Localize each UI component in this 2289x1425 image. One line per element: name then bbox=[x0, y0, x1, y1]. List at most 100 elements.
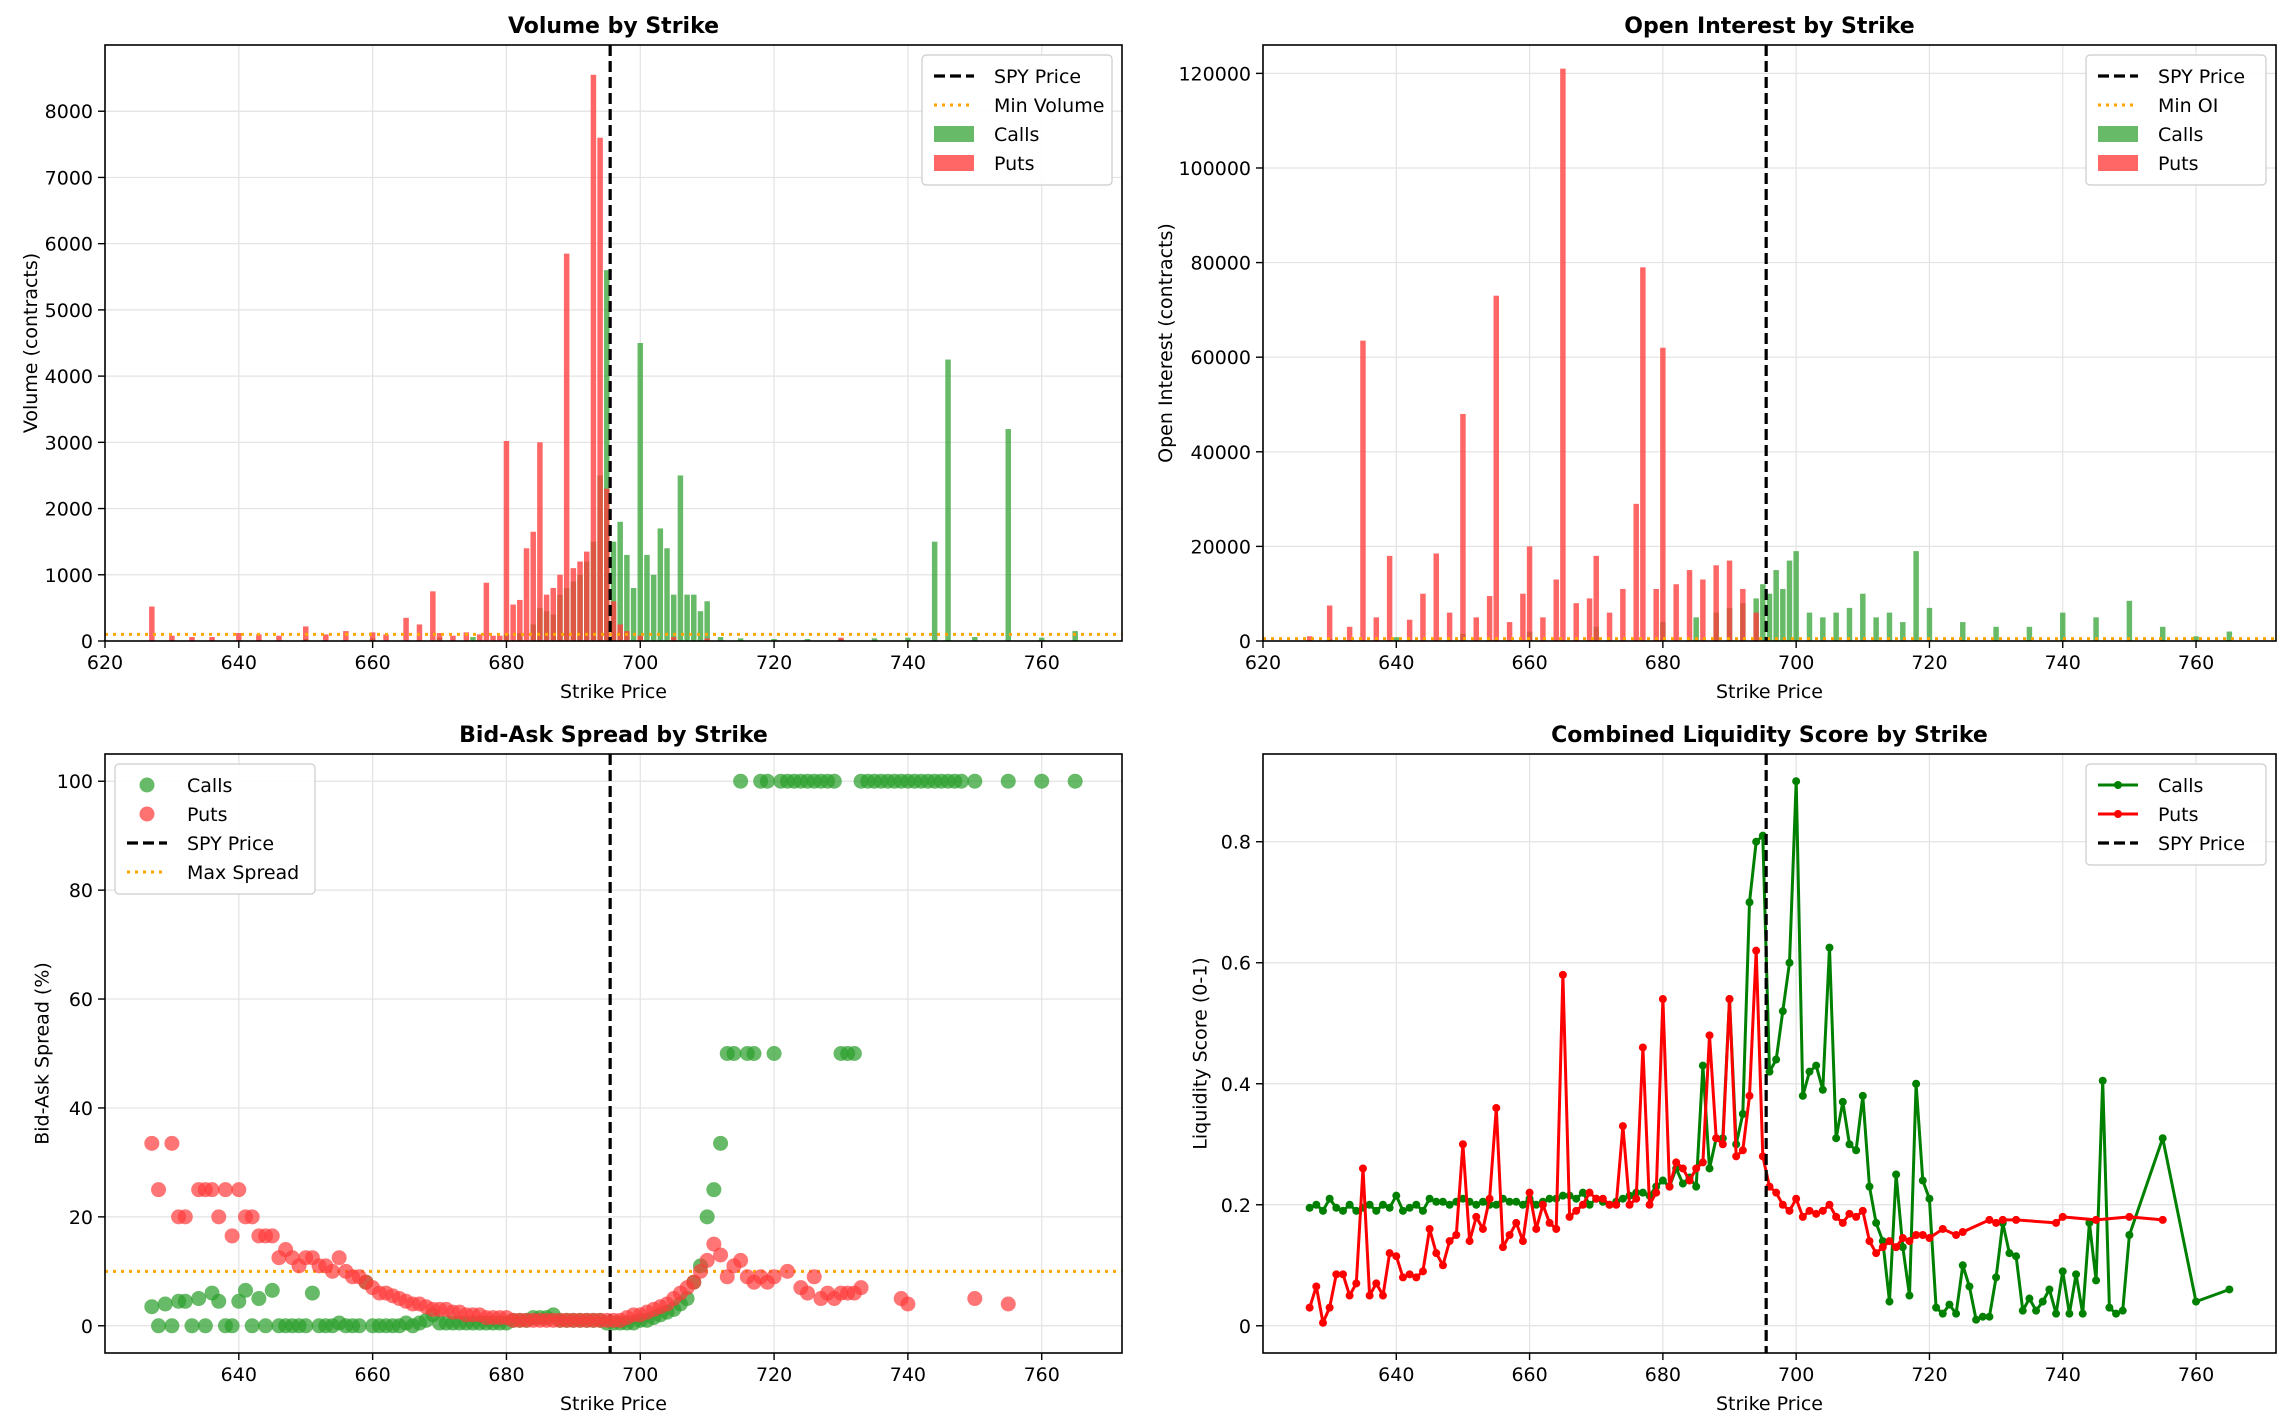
point-calls bbox=[2092, 1276, 2101, 1285]
point-puts bbox=[1578, 1200, 1587, 1209]
point-puts bbox=[1318, 1318, 1327, 1327]
y-tick-label: 4000 bbox=[45, 366, 93, 388]
point-calls bbox=[1658, 1176, 1667, 1185]
bar-puts bbox=[149, 606, 155, 641]
bar-puts bbox=[543, 594, 550, 641]
bar-calls bbox=[1693, 617, 1699, 641]
point-puts bbox=[1818, 1206, 1827, 1215]
data-layer bbox=[105, 45, 1122, 641]
point-puts bbox=[2012, 1215, 2021, 1224]
y-tick-label: 80 bbox=[69, 880, 93, 902]
point-puts bbox=[1325, 1303, 1334, 1312]
legend-label: Puts bbox=[994, 153, 1035, 175]
bar-puts bbox=[1620, 588, 1626, 641]
point-calls bbox=[1325, 1194, 1334, 1203]
bar-puts bbox=[1386, 555, 1393, 641]
point-calls bbox=[211, 1293, 227, 1309]
bar-puts bbox=[1593, 555, 1599, 641]
point-puts bbox=[1492, 1103, 1501, 1112]
point-calls bbox=[713, 1135, 729, 1151]
legend-item: Max Spread bbox=[127, 862, 299, 884]
point-puts bbox=[1958, 1227, 1967, 1236]
bar-puts bbox=[463, 632, 470, 641]
y-tick-label: 80000 bbox=[1191, 253, 1251, 275]
x-tick-label: 680 bbox=[488, 1364, 524, 1386]
point-calls bbox=[1785, 958, 1794, 967]
point-puts bbox=[1538, 1200, 1547, 1209]
bar-puts bbox=[236, 633, 242, 641]
point-puts bbox=[1372, 1279, 1381, 1288]
point-calls bbox=[1372, 1206, 1381, 1215]
point-calls bbox=[1578, 1188, 1587, 1197]
bar-calls bbox=[1833, 612, 1839, 641]
point-calls bbox=[826, 773, 842, 789]
point-calls bbox=[759, 773, 775, 789]
point-calls bbox=[2112, 1309, 2121, 1318]
y-tick-label: 20 bbox=[69, 1207, 93, 1229]
bar-puts bbox=[1460, 413, 1466, 641]
point-puts bbox=[1738, 1146, 1747, 1155]
x-tick-label: 680 bbox=[488, 652, 524, 674]
bar-puts bbox=[483, 582, 490, 641]
point-calls bbox=[1858, 1091, 1867, 1100]
point-puts bbox=[224, 1228, 240, 1244]
point-calls bbox=[1978, 1312, 1987, 1321]
bar-calls bbox=[2093, 617, 2099, 641]
point-puts bbox=[692, 1263, 708, 1279]
point-calls bbox=[231, 1293, 247, 1309]
legend-item: SPY Price bbox=[934, 66, 1081, 88]
point-puts bbox=[1465, 1237, 1474, 1246]
point-calls bbox=[1872, 1218, 1881, 1227]
point-calls bbox=[1338, 1206, 1347, 1215]
bar-calls bbox=[1913, 551, 1919, 641]
bar-calls bbox=[1860, 593, 1866, 641]
point-calls bbox=[144, 1299, 160, 1315]
legend-box bbox=[2085, 763, 2267, 866]
point-puts bbox=[1772, 1188, 1781, 1197]
point-calls bbox=[1398, 1206, 1407, 1215]
point-puts bbox=[1445, 1237, 1454, 1246]
legend-item: Puts bbox=[2098, 153, 2199, 175]
y-tick-label: 5000 bbox=[45, 300, 93, 322]
bar-puts bbox=[670, 637, 677, 641]
point-calls bbox=[258, 1318, 274, 1334]
bar-calls bbox=[2060, 612, 2066, 641]
point-puts bbox=[1638, 1043, 1647, 1052]
bar-calls bbox=[905, 637, 911, 641]
point-puts bbox=[164, 1135, 180, 1151]
bar-puts bbox=[570, 568, 577, 641]
x-tick-label: 620 bbox=[1245, 652, 1281, 674]
bar-puts bbox=[1526, 546, 1533, 641]
bar-calls bbox=[1886, 612, 1893, 641]
y-tick-label: 120000 bbox=[1178, 63, 1251, 85]
bar-calls bbox=[470, 637, 476, 641]
y-tick-label: 0 bbox=[1239, 631, 1251, 653]
point-calls bbox=[706, 1182, 722, 1198]
y-tick-label: 100 bbox=[57, 771, 93, 793]
point-puts bbox=[1412, 1273, 1421, 1282]
point-calls bbox=[1000, 773, 1016, 789]
point-puts bbox=[1632, 1194, 1641, 1203]
bar-calls bbox=[2126, 600, 2133, 641]
legend-item: Min OI bbox=[2098, 95, 2218, 117]
point-puts bbox=[231, 1182, 247, 1198]
point-calls bbox=[1705, 1164, 1714, 1173]
bar-calls bbox=[677, 475, 684, 641]
bar-calls bbox=[1900, 622, 1906, 641]
point-puts bbox=[1838, 1218, 1847, 1227]
point-puts bbox=[779, 1263, 795, 1279]
point-calls bbox=[157, 1296, 173, 1312]
legend: Calls Puts SPY Price bbox=[2085, 763, 2267, 866]
bar-puts bbox=[1306, 636, 1313, 641]
bar-calls bbox=[1773, 570, 1779, 641]
point-puts bbox=[1658, 995, 1667, 1004]
bar-puts bbox=[436, 633, 443, 641]
point-calls bbox=[1572, 1194, 1581, 1203]
x-tick-label: 680 bbox=[1645, 652, 1681, 674]
point-calls bbox=[1318, 1206, 1327, 1215]
point-puts bbox=[1425, 1224, 1434, 1233]
point-puts bbox=[806, 1269, 822, 1285]
point-calls bbox=[1778, 1007, 1787, 1016]
bar-calls bbox=[771, 639, 777, 641]
bar-calls bbox=[1873, 617, 1879, 641]
